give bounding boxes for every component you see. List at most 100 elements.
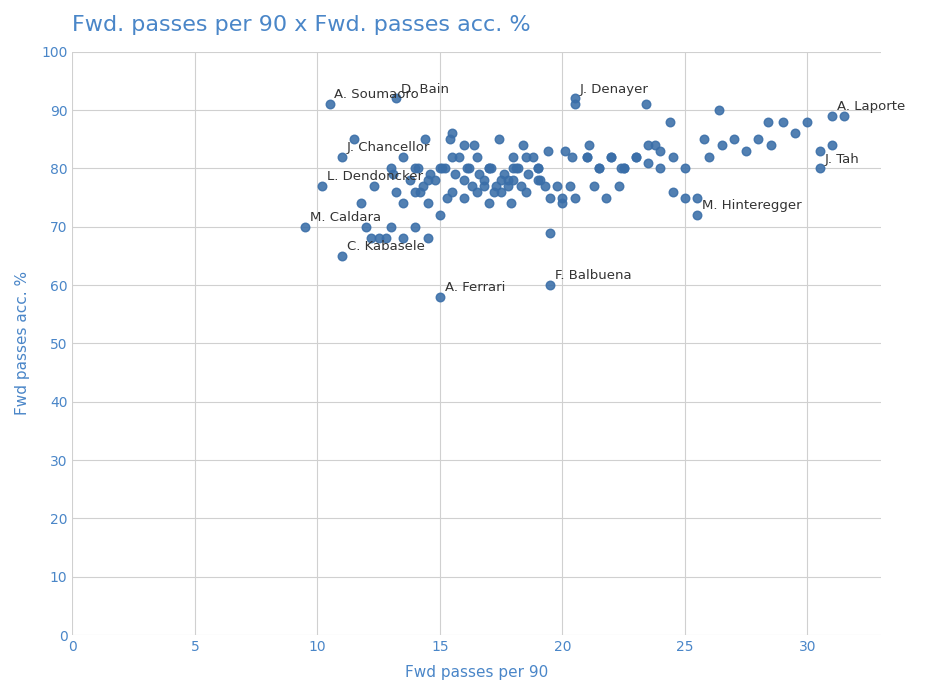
Point [543, 279, 558, 291]
Point [501, 181, 516, 192]
Point [518, 186, 533, 197]
Point [420, 233, 435, 244]
Point [760, 116, 775, 127]
Point [487, 186, 501, 197]
Point [378, 233, 393, 244]
Point [579, 152, 594, 163]
Point [433, 163, 448, 174]
Point [460, 163, 475, 174]
Text: J. Tah: J. Tah [824, 153, 859, 165]
Point [384, 163, 399, 174]
Point [359, 221, 374, 232]
Y-axis label: Fwd passes acc. %: Fwd passes acc. % [15, 271, 30, 416]
Point [550, 181, 565, 192]
Point [386, 169, 401, 180]
Point [494, 174, 509, 186]
Text: F. Balbuena: F. Balbuena [555, 269, 632, 282]
Point [503, 198, 518, 209]
Point [697, 133, 712, 145]
Text: J. Denayer: J. Denayer [579, 83, 648, 96]
Point [628, 152, 643, 163]
Point [537, 181, 552, 192]
Point [641, 140, 656, 151]
Point [481, 198, 496, 209]
Point [641, 157, 656, 168]
Point [464, 181, 479, 192]
Point [586, 181, 601, 192]
Point [555, 192, 570, 203]
Point [665, 152, 680, 163]
Point [662, 116, 677, 127]
Point [445, 152, 460, 163]
Point [599, 192, 614, 203]
Point [824, 140, 839, 151]
Point [384, 221, 399, 232]
Point [396, 198, 411, 209]
X-axis label: Fwd passes per 90: Fwd passes per 90 [405, 665, 549, 680]
Point [506, 163, 521, 174]
Point [433, 291, 448, 302]
Point [800, 116, 815, 127]
Point [567, 99, 582, 110]
Point [435, 163, 450, 174]
Point [408, 186, 423, 197]
Point [751, 133, 766, 145]
Point [690, 192, 705, 203]
Point [513, 181, 528, 192]
Text: D. Bain: D. Bain [401, 83, 449, 96]
Point [521, 169, 536, 180]
Point [518, 152, 533, 163]
Text: L. Dendoncker: L. Dendoncker [327, 170, 423, 183]
Point [438, 163, 452, 174]
Point [469, 186, 484, 197]
Point [420, 174, 435, 186]
Point [567, 192, 582, 203]
Point [711, 104, 726, 115]
Point [604, 152, 619, 163]
Point [533, 174, 548, 186]
Point [611, 181, 626, 192]
Point [408, 221, 423, 232]
Point [812, 163, 827, 174]
Text: A. Soumaoro: A. Soumaoro [335, 88, 419, 101]
Point [509, 163, 524, 174]
Point [335, 250, 350, 261]
Point [418, 133, 433, 145]
Text: A. Ferrari: A. Ferrari [445, 281, 505, 294]
Point [415, 181, 430, 192]
Point [628, 152, 643, 163]
Point [638, 99, 653, 110]
Point [824, 111, 839, 122]
Point [530, 163, 545, 174]
Point [366, 181, 381, 192]
Text: J. Chancellor: J. Chancellor [347, 141, 430, 154]
Point [614, 163, 629, 174]
Point [567, 93, 582, 104]
Point [653, 145, 668, 156]
Point [579, 152, 594, 163]
Point [439, 192, 454, 203]
Point [314, 181, 329, 192]
Point [562, 181, 577, 192]
Text: M. Caldara: M. Caldara [310, 211, 381, 224]
Point [496, 169, 511, 180]
Point [476, 181, 491, 192]
Point [462, 163, 476, 174]
Point [484, 163, 499, 174]
Point [530, 174, 545, 186]
Point [763, 140, 778, 151]
Point [592, 163, 607, 174]
Point [388, 186, 403, 197]
Point [665, 186, 680, 197]
Point [677, 192, 692, 203]
Point [442, 133, 457, 145]
Point [420, 198, 435, 209]
Point [388, 93, 403, 104]
Point [445, 186, 460, 197]
Point [452, 152, 467, 163]
Point [582, 140, 597, 151]
Point [433, 210, 448, 221]
Point [558, 145, 573, 156]
Point [445, 128, 460, 139]
Point [457, 174, 472, 186]
